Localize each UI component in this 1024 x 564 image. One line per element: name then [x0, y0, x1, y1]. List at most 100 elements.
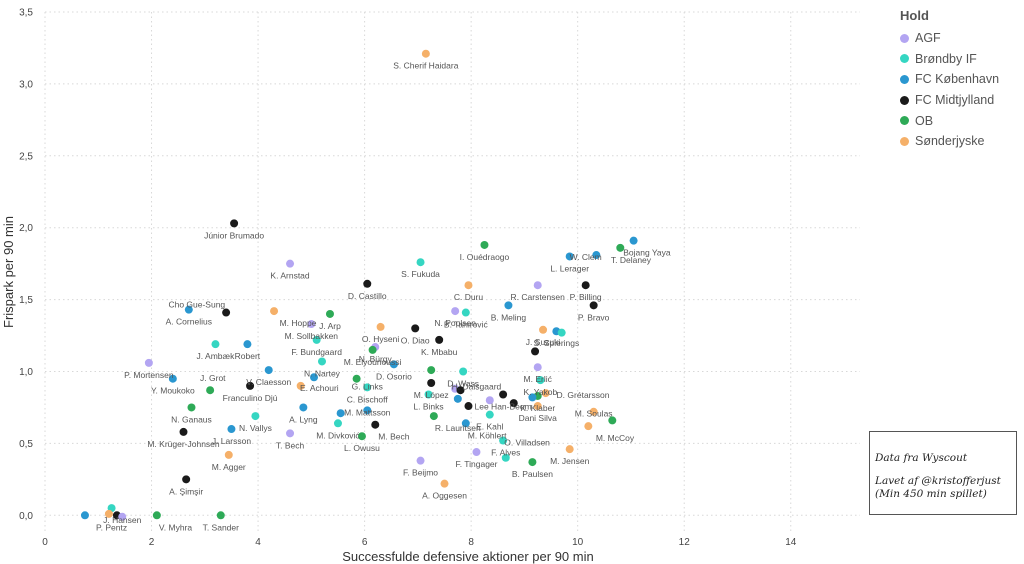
data-point	[317, 357, 326, 366]
point-label: N. Poulsen	[434, 318, 476, 328]
data-point	[246, 381, 255, 390]
point-label: C. Bischoff	[347, 394, 389, 404]
point-label: A. Lyng	[289, 414, 318, 424]
point-label: P. Bravo	[578, 312, 610, 322]
data-point	[168, 374, 177, 383]
legend-item: OB	[900, 110, 1020, 131]
data-point	[376, 322, 385, 331]
point-label: O. Villadsen	[504, 437, 550, 447]
data-point	[589, 301, 598, 310]
point-label: L. Owusu	[344, 443, 380, 453]
point-label: C. Duru	[454, 292, 484, 302]
data-point	[557, 328, 566, 337]
point-label: P. Billing	[570, 292, 602, 302]
data-point	[440, 479, 449, 488]
point-label: B. Paulsen	[512, 469, 553, 479]
data-point	[485, 396, 494, 405]
data-point	[427, 379, 436, 388]
point-label: L. Binks	[413, 402, 443, 412]
x-tick-label: 14	[785, 537, 797, 548]
point-label: F. Bundgaard	[291, 347, 342, 357]
point-label: E. Achouri	[300, 383, 339, 393]
point-label: O. Hyseni	[362, 334, 399, 344]
data-point	[118, 512, 127, 521]
data-point	[472, 448, 481, 457]
data-point	[480, 240, 489, 249]
legend-label: Sønderjyske	[915, 134, 985, 149]
data-point	[227, 425, 236, 434]
point-label: A. Şimşir	[169, 486, 203, 496]
data-point	[411, 324, 420, 333]
data-point	[243, 340, 252, 349]
point-label: J. Larsson	[212, 436, 251, 446]
point-label: I. Ouédraogo	[460, 252, 510, 262]
point-label: P. Mortensen	[124, 370, 174, 380]
point-label: J. Grot	[200, 373, 226, 383]
legend-dot-icon	[900, 95, 909, 105]
point-label: V. Claesson	[246, 377, 291, 387]
data-point	[296, 381, 305, 390]
point-label: R. Carstensen	[511, 292, 566, 302]
data-point	[435, 335, 444, 344]
data-point	[352, 374, 361, 383]
x-axis-ticks: 0 2 4 6 8 10 12 14	[42, 537, 797, 548]
data-point	[222, 308, 231, 317]
data-point	[307, 320, 316, 329]
scatter-chart: 0 2 4 6 8 10 12 14 0,0 0,5 1,0 1,5 2,0 2,5 3,0 3,5 S. …	[1, 8, 860, 564]
legend-item: FC København	[900, 69, 1020, 90]
data-point	[459, 367, 468, 376]
data-point	[539, 325, 548, 334]
data-point	[312, 335, 321, 344]
y-tick-label: 1,5	[19, 295, 33, 306]
data-point	[416, 258, 425, 267]
data-point	[224, 450, 233, 459]
y-tick-label: 2,5	[19, 151, 33, 162]
data-point	[541, 389, 550, 398]
legend-dot-icon	[900, 136, 909, 146]
point-label: M. Köhlert	[468, 430, 507, 440]
data-point	[461, 419, 470, 428]
data-point	[182, 475, 191, 484]
point-label: K. Mbabu	[421, 347, 458, 357]
point-label: F. Alves	[491, 448, 520, 458]
data-point	[80, 511, 89, 520]
legend-title: Hold	[900, 8, 929, 23]
data-point	[363, 279, 372, 288]
legend: Hold AGF Brøndby IF FC København FC Midtjyl…	[900, 8, 1020, 152]
legend-items: AGF Brøndby IF FC København FC Midtjylland O…	[900, 28, 1020, 152]
legend-label: OB	[915, 113, 934, 128]
point-label: M. Jensen	[550, 456, 589, 466]
data-point	[565, 445, 574, 454]
point-label: S. Cherif Haidara	[393, 61, 458, 71]
data-point	[456, 386, 465, 395]
x-tick-label: 8	[468, 537, 474, 548]
x-tick-label: 2	[149, 537, 155, 548]
y-axis-ticks: 0,0 0,5 1,0 1,5 2,0 2,5 3,0 3,5	[19, 8, 33, 522]
point-label: V. Myhra	[159, 522, 193, 532]
data-point	[251, 412, 260, 421]
point-label: Cho Gue-Sung	[168, 299, 225, 309]
point-label: M. López	[414, 390, 449, 400]
y-tick-label: 0,0	[19, 511, 33, 522]
note-author: Lavet af @kristofferjust	[875, 475, 1001, 487]
data-point	[104, 509, 113, 518]
data-point	[429, 412, 438, 421]
data-point	[509, 399, 518, 408]
data-point	[531, 347, 540, 356]
y-tick-label: 1,0	[19, 367, 33, 378]
x-axis-title: Successfulde defensive aktioner per 90 m…	[342, 549, 593, 564]
legend-item: AGF	[900, 28, 1020, 49]
data-point	[501, 453, 510, 462]
data-point	[464, 281, 473, 290]
point-label: K. Klaber	[520, 403, 555, 413]
data-point	[299, 403, 308, 412]
data-point	[336, 409, 345, 418]
point-label: J. Suzuki	[526, 337, 561, 347]
data-point	[187, 403, 196, 412]
data-point	[592, 251, 601, 260]
point-label: N. Ganaus	[171, 414, 212, 424]
data-point	[363, 383, 372, 392]
point-label: H. Dalsgaard	[452, 381, 502, 391]
data-point	[608, 416, 617, 425]
legend-dot-icon	[900, 116, 909, 126]
